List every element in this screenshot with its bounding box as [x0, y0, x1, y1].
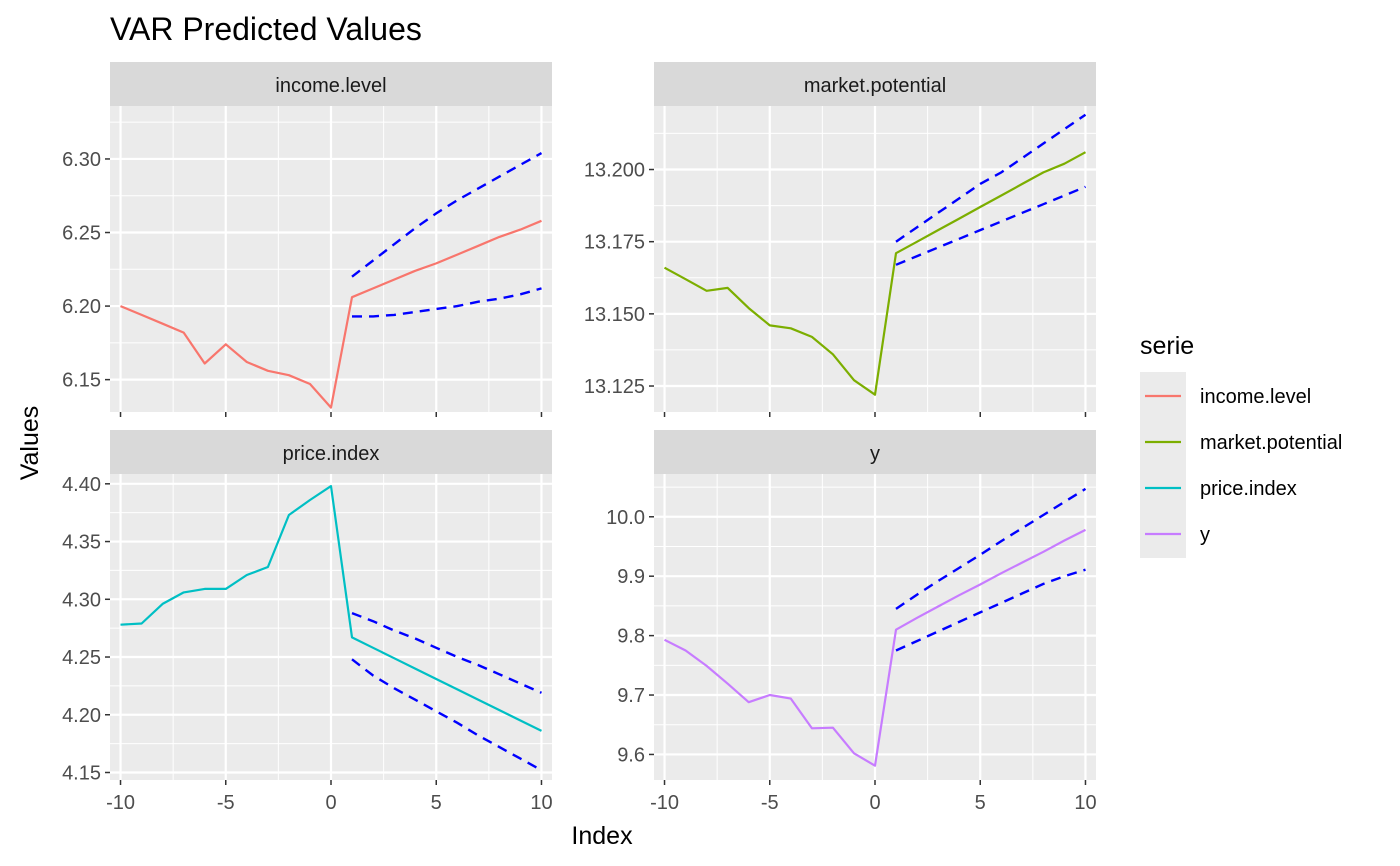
- x-tick-label: 10: [1074, 792, 1096, 814]
- x-tick-label: -10: [106, 792, 135, 814]
- y-axis-title: Values: [16, 406, 44, 481]
- y-tick-label: 9.6: [617, 744, 645, 766]
- y-tick-label: 13.175: [584, 232, 645, 254]
- x-tick-label: 0: [869, 792, 880, 814]
- y-tick-label: 4.30: [62, 589, 101, 611]
- series-line-y: [664, 528, 1086, 767]
- panel-y: y 9.6 9.7 9.8 9.9 10.0 -10 -5 0 5 10: [606, 430, 1097, 814]
- facet-panels: income.level 6.15 6.20 6.25 6.30 market.poten…: [62, 62, 1097, 814]
- upper-bound-line: [351, 611, 542, 694]
- lower-bound-line: [352, 287, 542, 318]
- y-tick-label: 6.25: [62, 223, 101, 245]
- y-tick-label: 4.35: [62, 532, 101, 554]
- y-tick-label: 13.200: [584, 160, 645, 182]
- strip-background: [110, 62, 552, 106]
- upper-bound-line: [895, 487, 1087, 610]
- strip-background: [654, 430, 1096, 474]
- x-tick-label: 10: [530, 792, 552, 814]
- x-tick-label: -5: [761, 792, 779, 814]
- x-axis-title: Index: [571, 822, 633, 850]
- strip-background: [654, 62, 1096, 106]
- strip-background: [110, 430, 552, 474]
- y-tick-label: 6.30: [62, 149, 101, 171]
- panel-market.potential: market.potential 13.125 13.150 13.175 13.200: [584, 62, 1096, 417]
- y-tick-label: 6.15: [62, 370, 101, 392]
- upper-bound-line: [351, 152, 543, 278]
- lower-bound-line: [895, 185, 1086, 266]
- y-tick-label: 4.20: [62, 705, 101, 727]
- series-line-market.potential: [663, 151, 1087, 396]
- legend-label: market.potential: [1200, 432, 1342, 454]
- legend: serie income.level market.potential price.…: [1140, 332, 1342, 558]
- y-tick-label: 13.125: [584, 376, 645, 398]
- panel-price.index: price.index 4.15 4.20 4.25 4.30 4.35 4.40 -10 -5…: [62, 430, 553, 814]
- y-tick-label: 4.25: [62, 647, 101, 669]
- legend-label: y: [1200, 524, 1210, 546]
- y-tick-label: 9.9: [617, 566, 645, 588]
- strip-label: price.index: [283, 443, 380, 465]
- legend-key-background: [1140, 372, 1186, 558]
- panel-income.level: income.level 6.15 6.20 6.25 6.30: [62, 62, 552, 417]
- strip-label: market.potential: [804, 75, 946, 97]
- x-tick-label: 5: [431, 792, 442, 814]
- x-tick-label: -5: [217, 792, 235, 814]
- y-tick-label: 9.7: [617, 685, 645, 707]
- strip-label: y: [870, 443, 880, 465]
- y-tick-label: 6.20: [62, 296, 101, 318]
- series-line-price.index: [120, 485, 542, 732]
- lower-bound-line: [351, 658, 543, 772]
- series-line-income.level: [120, 219, 542, 409]
- y-tick-label: 13.150: [584, 304, 645, 326]
- lower-bound-line: [895, 568, 1086, 652]
- chart-title: VAR Predicted Values: [110, 11, 422, 47]
- y-tick-label: 4.15: [62, 762, 101, 784]
- y-tick-label: 9.8: [617, 626, 645, 648]
- legend-label: income.level: [1200, 386, 1311, 408]
- upper-bound-line: [895, 113, 1087, 243]
- y-tick-label: 4.40: [62, 474, 101, 496]
- y-tick-label: 10.0: [606, 507, 645, 529]
- x-tick-label: 5: [975, 792, 986, 814]
- legend-title: serie: [1140, 332, 1194, 360]
- strip-label: income.level: [275, 75, 386, 97]
- x-tick-label: 0: [325, 792, 336, 814]
- legend-label: price.index: [1200, 478, 1297, 500]
- x-tick-label: -10: [650, 792, 679, 814]
